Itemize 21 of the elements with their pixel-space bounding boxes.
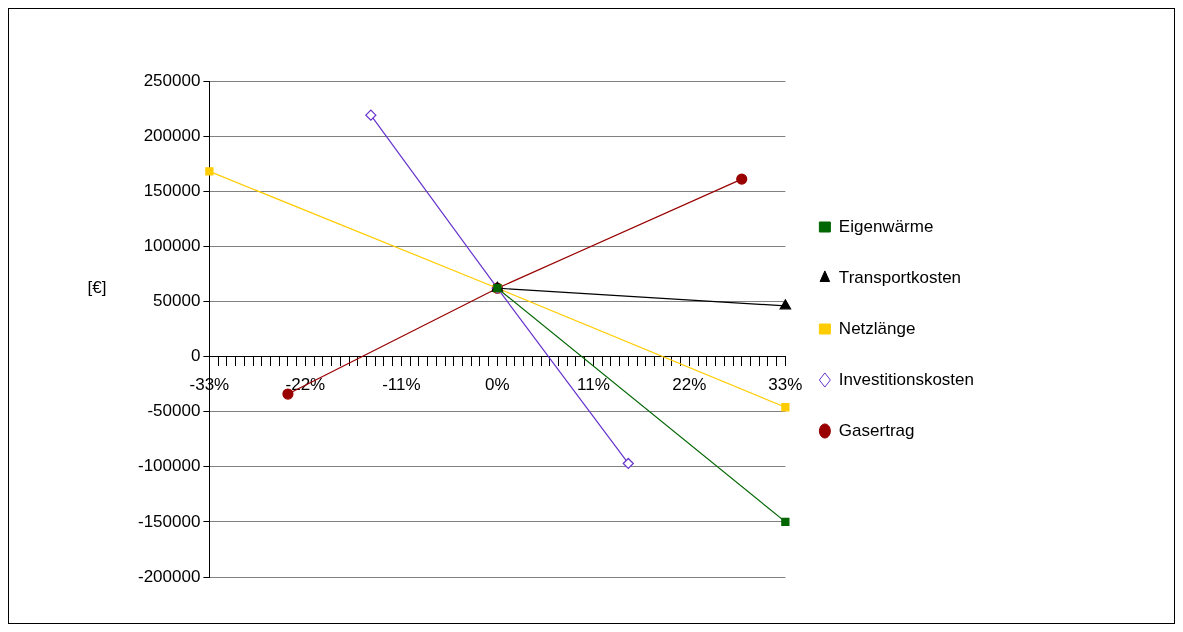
legend-label: Gasertrag	[838, 420, 915, 440]
legend-label: Investitionskosten	[838, 369, 975, 389]
y-tick-label: 200000	[143, 125, 201, 145]
y-tick-label: 250000	[143, 70, 201, 90]
x-tick-label: 33%	[768, 375, 803, 395]
y-tick-label: 100000	[143, 236, 201, 256]
y-tick-label: 150000	[143, 180, 201, 200]
legend-label: Eigenwärme	[838, 216, 934, 236]
x-tick-label: 11%	[576, 375, 610, 395]
y-tick-label: 0	[190, 346, 201, 366]
y-tick-label: 50000	[153, 291, 201, 311]
y-tick-label: -200000	[138, 566, 201, 586]
x-tick-label: -11%	[382, 375, 421, 395]
legend-label: Transportkosten	[838, 267, 962, 287]
y-tick-label: -150000	[138, 511, 201, 531]
x-tick-label: 0%	[485, 375, 510, 395]
y-axis-title: [€]	[87, 277, 107, 297]
y-tick-label: -50000	[147, 401, 201, 421]
x-tick-label: 22%	[672, 375, 707, 395]
legend-label: Netzlänge	[838, 318, 916, 338]
y-tick-label: -100000	[138, 456, 201, 476]
